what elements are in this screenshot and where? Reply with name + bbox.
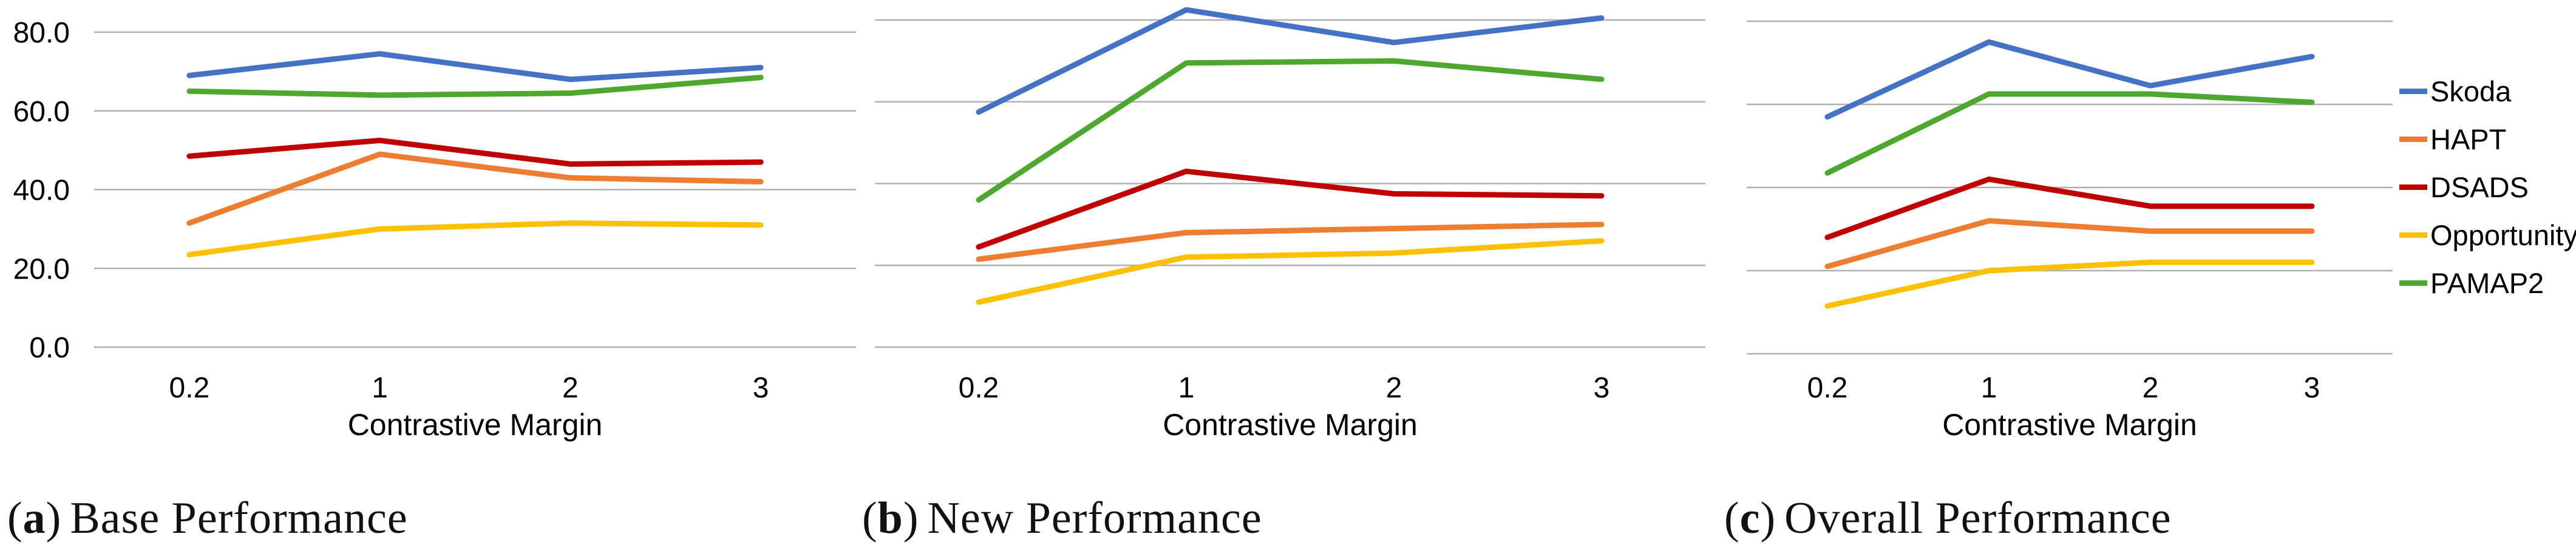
legend-item: Skoda: [2399, 75, 2576, 107]
legend-label: HAPT: [2430, 123, 2507, 155]
caption-paren: (: [1724, 493, 1740, 543]
caption-new-performance: (b) New Performance: [862, 493, 1262, 544]
x-tick-label: 0.2: [169, 372, 210, 404]
y-tick-label: 60.0: [13, 96, 70, 128]
x-tick-label: 1: [1178, 372, 1195, 404]
caption-text: Base Performance: [70, 493, 408, 543]
legend-swatch-line-icon: [2399, 136, 2427, 142]
x-axis-title: Contrastive Margin: [1163, 408, 1418, 442]
caption-base-performance: (a) Base Performance: [7, 493, 408, 544]
series-line-Opportunity: [186, 220, 764, 258]
caption-letter: c: [1739, 493, 1761, 543]
caption-text: Overall Performance: [1784, 493, 2172, 543]
legend-item: DSADS: [2399, 171, 2576, 203]
legend-swatch-line-icon: [2399, 280, 2427, 286]
legend-label: DSADS: [2430, 171, 2529, 203]
caption-letter: a: [22, 493, 46, 543]
legend-label: Opportunity: [2430, 218, 2576, 251]
caption-paren: (: [862, 493, 878, 543]
x-tick-label: 0.2: [1807, 372, 1848, 404]
x-tick-label: 3: [2304, 372, 2320, 404]
series-line-DSADS: [1824, 176, 2315, 240]
y-tick-label: 0.0: [29, 332, 70, 364]
x-tick-label: 3: [753, 372, 769, 404]
series-line-PAMAP2: [1824, 91, 2315, 176]
legend-swatch-line-icon: [2399, 184, 2427, 190]
series-line-Skoda: [1824, 39, 2315, 120]
caption-paren: (: [7, 493, 23, 543]
x-tick-label: 1: [372, 372, 388, 404]
legend-item: PAMAP2: [2399, 267, 2576, 299]
series-line-HAPT: [1824, 218, 2315, 269]
series-line-Skoda: [976, 7, 1605, 115]
caption-paren: ): [903, 493, 919, 543]
series-line-DSADS: [186, 137, 764, 167]
chart-overall-performance: 0.2 1 2 3 Contrastive Margin: [1747, 20, 2393, 442]
series-line-PAMAP2: [186, 75, 764, 98]
caption-paren: ): [1760, 493, 1776, 543]
series-line-HAPT: [976, 221, 1605, 262]
y-tick-label: 80.0: [13, 17, 70, 49]
legend-item: Opportunity: [2399, 219, 2576, 251]
series-line-Opportunity: [1824, 259, 2315, 309]
x-axis-title: Contrastive Margin: [348, 408, 603, 442]
x-tick-label: 2: [2143, 372, 2159, 404]
x-tick-label: 1: [1981, 372, 1997, 404]
x-axis-title: Contrastive Margin: [1942, 408, 2197, 442]
series-line-HAPT: [186, 151, 764, 226]
x-tick-label: 2: [562, 372, 579, 404]
x-tick-label: 2: [1386, 372, 1402, 404]
y-tick-label: 20.0: [13, 253, 70, 285]
legend: Skoda HAPT DSADS Opportunity PAMAP2: [2399, 75, 2576, 299]
x-tick-label: 0.2: [959, 372, 999, 404]
caption-overall-performance: (c) Overall Performance: [1724, 493, 2172, 544]
series-line-Opportunity: [976, 238, 1605, 305]
series-line-DSADS: [976, 168, 1605, 250]
caption-text: New Performance: [927, 493, 1262, 543]
chart-new-performance: 0.2 1 2 3 Contrastive Margin: [875, 7, 1705, 442]
caption-paren: ): [46, 493, 62, 543]
x-tick-label: 3: [1594, 372, 1610, 404]
legend-swatch-line-icon: [2399, 88, 2427, 94]
legend-item: HAPT: [2399, 123, 2576, 155]
legend-label: PAMAP2: [2430, 266, 2544, 299]
series-line-Skoda: [186, 51, 764, 83]
legend-label: Skoda: [2430, 75, 2512, 107]
legend-swatch-line-icon: [2399, 232, 2427, 238]
caption-letter: b: [877, 493, 903, 543]
chart-base-performance: 80.0 60.0 40.0 20.0 0.0 0.2 1 2 3 Contrastive Mar…: [13, 17, 856, 442]
series-line-PAMAP2: [976, 58, 1605, 203]
y-tick-label: 40.0: [13, 175, 70, 207]
